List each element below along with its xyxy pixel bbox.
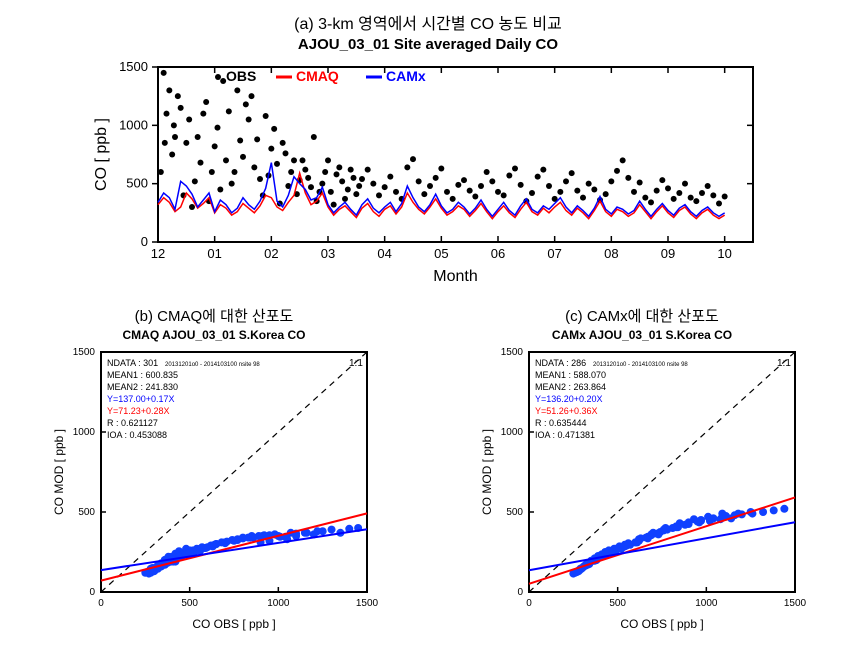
svg-text:09: 09 — [661, 246, 675, 261]
svg-text:20131201o0 - 2014103100 nsite: 20131201o0 - 2014103100 nsite 98 — [165, 362, 260, 368]
svg-text:500: 500 — [78, 507, 95, 518]
panel-b-label: (b) CMAQ에 대한 산포도 — [135, 305, 294, 326]
svg-text:Y=51.26+0.36X: Y=51.26+0.36X — [535, 406, 598, 416]
svg-text:IOA : 0.453088: IOA : 0.453088 — [107, 430, 167, 440]
svg-text:1000: 1000 — [267, 598, 290, 609]
svg-text:Y=137.00+0.17X: Y=137.00+0.17X — [107, 394, 175, 404]
svg-text:20131201o0 - 2014103100 nsite: 20131201o0 - 2014103100 nsite 98 — [593, 362, 688, 368]
panel-c-label: (c) CAMx에 대한 산포도 — [565, 305, 719, 326]
svg-text:1500: 1500 — [784, 598, 807, 609]
svg-text:1000: 1000 — [73, 427, 96, 438]
svg-text:05: 05 — [434, 246, 448, 261]
panel-a-title: AJOU_03_01 Site averaged Daily CO — [10, 36, 846, 53]
svg-text:NDATA : 286: NDATA : 286 — [535, 358, 586, 368]
svg-text:MEAN2 : 241.830: MEAN2 : 241.830 — [107, 382, 178, 392]
svg-text:CO OBS [ ppb ]: CO OBS [ ppb ] — [192, 617, 275, 631]
svg-text:MEAN1 : 588.070: MEAN1 : 588.070 — [535, 370, 606, 380]
svg-text:OBS: OBS — [226, 68, 256, 84]
scatter-chart-camx: 00 500 500 1000 1000 1500 1500 1:1 CO OBS [ ppb … — [477, 344, 807, 634]
svg-text:1500: 1500 — [501, 347, 524, 358]
svg-text:CO OBS [ ppb ]: CO OBS [ ppb ] — [620, 617, 703, 631]
svg-text:02: 02 — [264, 246, 278, 261]
svg-text:CO [ ppb ]: CO [ ppb ] — [93, 118, 110, 191]
svg-text:1:1: 1:1 — [349, 358, 363, 369]
svg-text:MEAN2 : 263.864: MEAN2 : 263.864 — [535, 382, 606, 392]
svg-text:MEAN1 : 600.835: MEAN1 : 600.835 — [107, 370, 178, 380]
svg-text:Y=136.20+0.20X: Y=136.20+0.20X — [535, 394, 603, 404]
scatter-chart-cmaq: 00 500 500 1000 1000 1500 1500 1:1 CO OBS [ ppb … — [49, 344, 379, 634]
svg-text:NDATA : 301: NDATA : 301 — [107, 358, 158, 368]
svg-text:R : 0.635444: R : 0.635444 — [535, 418, 587, 428]
svg-text:04: 04 — [377, 246, 391, 261]
svg-text:500: 500 — [181, 598, 198, 609]
svg-text:Month: Month — [433, 268, 477, 285]
panel-a-label: (a) 3-km 영역에서 시간별 CO 농도 비교 — [10, 10, 846, 34]
svg-text:01: 01 — [207, 246, 221, 261]
svg-text:500: 500 — [609, 598, 626, 609]
svg-text:0: 0 — [526, 598, 532, 609]
svg-text:1:1: 1:1 — [777, 358, 791, 369]
svg-text:0: 0 — [141, 234, 148, 249]
svg-text:1000: 1000 — [501, 427, 524, 438]
svg-text:CO MOD [ ppb ]: CO MOD [ ppb ] — [52, 429, 66, 515]
svg-text:10: 10 — [717, 246, 731, 261]
svg-text:Y=71.23+0.28X: Y=71.23+0.28X — [107, 406, 170, 416]
panel-b-title: CMAQ AJOU_03_01 S.Korea CO — [123, 328, 306, 342]
svg-text:1000: 1000 — [119, 117, 148, 132]
svg-text:IOA : 0.471381: IOA : 0.471381 — [535, 430, 595, 440]
svg-text:12: 12 — [151, 246, 165, 261]
svg-text:03: 03 — [321, 246, 335, 261]
svg-text:06: 06 — [491, 246, 505, 261]
svg-text:1500: 1500 — [73, 347, 96, 358]
svg-text:500: 500 — [126, 176, 148, 191]
svg-text:08: 08 — [604, 246, 618, 261]
svg-text:0: 0 — [98, 598, 104, 609]
panel-c-title: CAMx AJOU_03_01 S.Korea CO — [552, 328, 732, 342]
svg-text:CMAQ: CMAQ — [296, 68, 339, 84]
svg-text:07: 07 — [547, 246, 561, 261]
svg-text:CAMx: CAMx — [386, 68, 426, 84]
svg-text:R : 0.621127: R : 0.621127 — [107, 418, 158, 428]
svg-text:0: 0 — [89, 587, 95, 598]
svg-text:1500: 1500 — [119, 59, 148, 74]
svg-text:500: 500 — [506, 507, 523, 518]
svg-text:CO MOD [ ppb ]: CO MOD [ ppb ] — [480, 429, 494, 515]
svg-text:1000: 1000 — [695, 598, 718, 609]
timeseries-chart: 0 500 1000 1500 12 01 02 03 04 05 06 07 08 09 10 Month C… — [88, 57, 768, 287]
svg-text:1500: 1500 — [356, 598, 379, 609]
svg-text:0: 0 — [517, 587, 523, 598]
